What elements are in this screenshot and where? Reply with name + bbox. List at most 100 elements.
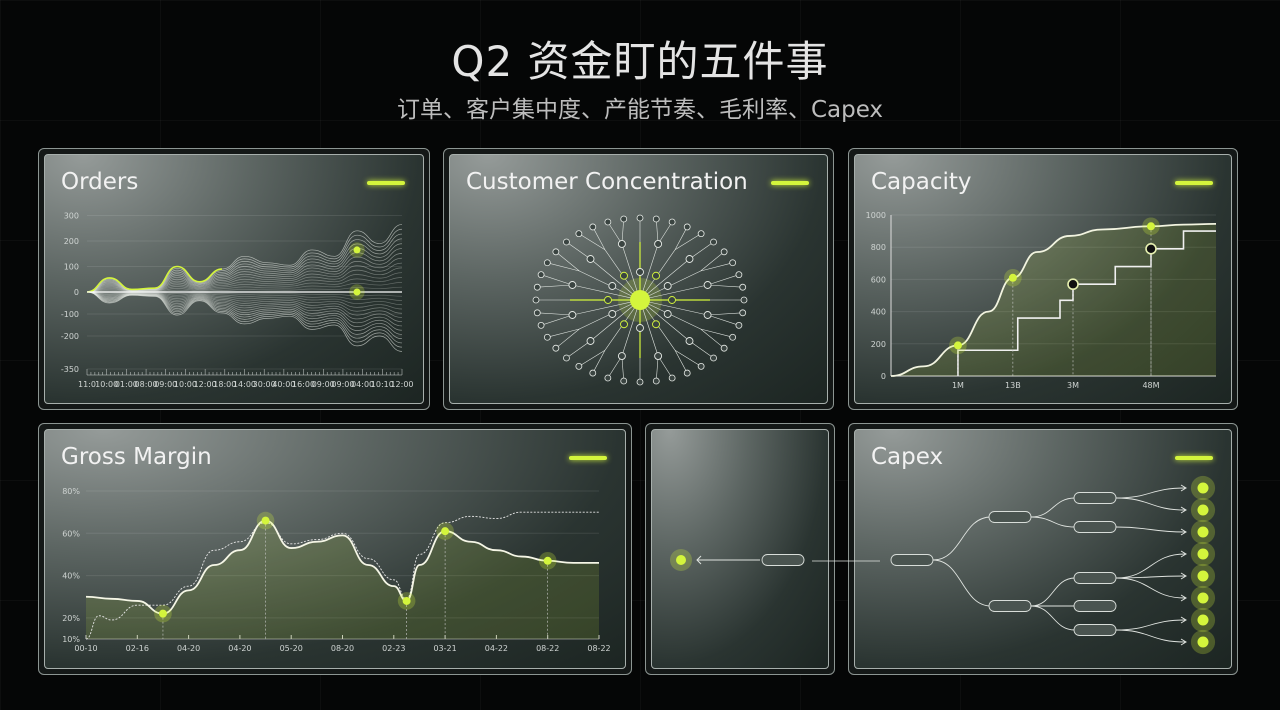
gross-margin-point — [441, 527, 450, 536]
customer-node — [663, 310, 672, 318]
x-tick-label: 18:00 — [213, 380, 236, 389]
network-edge — [592, 226, 606, 250]
x-tick-label: 11:0 — [78, 380, 96, 389]
orders-upper-wave — [86, 257, 403, 293]
y-tick-label: -100 — [61, 310, 79, 319]
x-tick-label: 05-20 — [280, 644, 303, 653]
customer-node — [652, 377, 660, 385]
y-tick-label: 40% — [62, 572, 80, 581]
customer-node — [697, 362, 705, 370]
network-edge — [578, 233, 606, 251]
customer-node — [543, 333, 551, 341]
customer-node — [668, 218, 676, 226]
network-edge — [566, 241, 591, 260]
y-tick-label: 200 — [64, 237, 79, 246]
y-tick-label: 200 — [871, 340, 886, 349]
network-edge — [621, 356, 625, 382]
y-tick-label: 100 — [64, 263, 79, 272]
accent-bar — [569, 456, 607, 460]
x-tick-label: 40:00 — [272, 380, 295, 389]
customer-node — [575, 362, 583, 370]
capacity-point — [1147, 222, 1155, 231]
y-tick-label: 800 — [871, 243, 886, 252]
customer-node — [739, 283, 747, 291]
orders-lower-wave — [86, 291, 403, 318]
network-edge — [566, 340, 591, 359]
network-edge — [537, 284, 573, 288]
network-edge — [555, 251, 580, 272]
customer-node — [532, 296, 540, 304]
network-spoke — [639, 299, 690, 342]
x-tick-label: 08-22 — [536, 644, 559, 653]
customer-node — [589, 369, 597, 377]
gross-margin-point — [261, 516, 270, 525]
y-tick-label: -350 — [61, 365, 79, 374]
network-edge — [578, 349, 606, 367]
network-edge — [700, 328, 725, 349]
customer-node — [735, 321, 743, 329]
orders-upper-wave — [86, 228, 403, 293]
network-edge — [547, 262, 580, 272]
customer-node — [636, 268, 644, 276]
network-edge — [547, 328, 580, 338]
customer-node — [617, 352, 626, 360]
customer-node — [683, 369, 691, 377]
network-edge — [657, 221, 673, 245]
page-title: Q2 资金盯的五件事 — [451, 37, 829, 86]
customer-node — [668, 374, 676, 382]
capacity-panel: Capacity 0 200 400 600 800 1000 1M 13B 3M 48M — [848, 148, 1238, 410]
customer-node — [739, 309, 747, 317]
network-edge — [707, 284, 743, 288]
y-tick-label: -200 — [61, 332, 79, 341]
network-edge — [689, 340, 714, 359]
network-spoke — [590, 258, 641, 301]
customer-node — [533, 283, 541, 291]
customer-node — [710, 354, 717, 362]
customer-node — [589, 223, 597, 231]
customer-title: Customer Concentration — [466, 169, 748, 195]
gross-margin-point — [543, 556, 552, 565]
customer-node — [652, 271, 660, 280]
x-tick-label: 10:00 — [95, 380, 118, 389]
customer-node — [537, 271, 545, 279]
customer-node — [568, 281, 577, 289]
y-tick-label: 20% — [62, 614, 80, 623]
customer-node — [620, 215, 628, 223]
customer-node — [586, 255, 595, 263]
network-edge — [540, 314, 573, 326]
gross-margin-series — [85, 519, 599, 615]
accent-bar — [1175, 181, 1213, 185]
customer-node — [729, 259, 737, 267]
network-edge — [621, 218, 625, 244]
customer-node — [586, 337, 595, 345]
customer-node — [720, 344, 728, 352]
capex-panel: Capex — [848, 423, 1238, 675]
gross-margin-title: Gross Margin — [61, 444, 212, 470]
customer-node — [663, 282, 672, 290]
capacity-point — [1008, 273, 1017, 282]
x-tick-label: 03-21 — [433, 644, 456, 653]
customer-node — [620, 320, 628, 329]
customer-node — [697, 230, 705, 238]
network-edge — [689, 241, 714, 260]
accent-bar — [771, 181, 809, 185]
capacity-chart: 0 200 400 600 800 1000 1M 13B 3M 48M — [866, 211, 1217, 390]
gross-margin-point — [158, 609, 167, 618]
customer-node — [654, 352, 663, 360]
gross-margin-point — [402, 596, 411, 605]
network-edge — [655, 218, 659, 244]
network-edge — [707, 274, 740, 286]
network-spoke — [572, 299, 641, 316]
customer-node — [685, 255, 694, 263]
y-tick-label: 1000 — [866, 211, 886, 220]
network-spoke — [590, 299, 641, 342]
page-subtitle: 订单、客户集中度、产能节奏、毛利率、Capex — [396, 97, 884, 123]
x-tick-label: 00-10 — [74, 644, 97, 653]
x-tick-label: 02-23 — [382, 644, 405, 653]
gross-margin-chart: 80% 60% 40% 20% 10%00-10 02-16 04-20 04-20 05-20… — [62, 487, 610, 653]
y-tick-label: 60% — [62, 529, 80, 538]
capacity-title: Capacity — [871, 169, 972, 195]
network-edge — [657, 355, 673, 379]
orders-upper-highlight — [86, 265, 223, 293]
